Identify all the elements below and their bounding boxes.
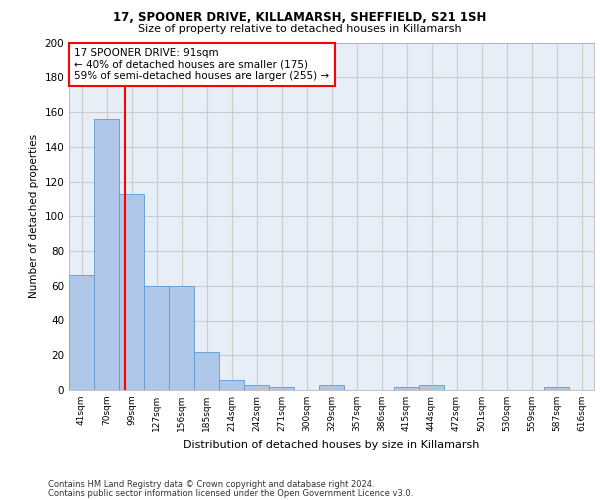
Text: Size of property relative to detached houses in Killamarsh: Size of property relative to detached ho… <box>138 24 462 34</box>
Bar <box>194 352 219 390</box>
Text: Contains HM Land Registry data © Crown copyright and database right 2024.: Contains HM Land Registry data © Crown c… <box>48 480 374 489</box>
Text: Contains public sector information licensed under the Open Government Licence v3: Contains public sector information licen… <box>48 489 413 498</box>
Bar <box>419 385 444 390</box>
Bar <box>94 119 119 390</box>
X-axis label: Distribution of detached houses by size in Killamarsh: Distribution of detached houses by size … <box>184 440 479 450</box>
Bar <box>319 385 344 390</box>
Bar <box>169 286 194 390</box>
Bar <box>119 194 144 390</box>
Bar <box>269 386 294 390</box>
Bar <box>244 385 269 390</box>
Bar <box>69 276 94 390</box>
Bar <box>144 286 169 390</box>
Bar <box>394 386 419 390</box>
Bar <box>544 386 569 390</box>
Text: 17, SPOONER DRIVE, KILLAMARSH, SHEFFIELD, S21 1SH: 17, SPOONER DRIVE, KILLAMARSH, SHEFFIELD… <box>113 11 487 24</box>
Y-axis label: Number of detached properties: Number of detached properties <box>29 134 39 298</box>
Text: 17 SPOONER DRIVE: 91sqm
← 40% of detached houses are smaller (175)
59% of semi-d: 17 SPOONER DRIVE: 91sqm ← 40% of detache… <box>74 48 329 81</box>
Bar <box>219 380 244 390</box>
